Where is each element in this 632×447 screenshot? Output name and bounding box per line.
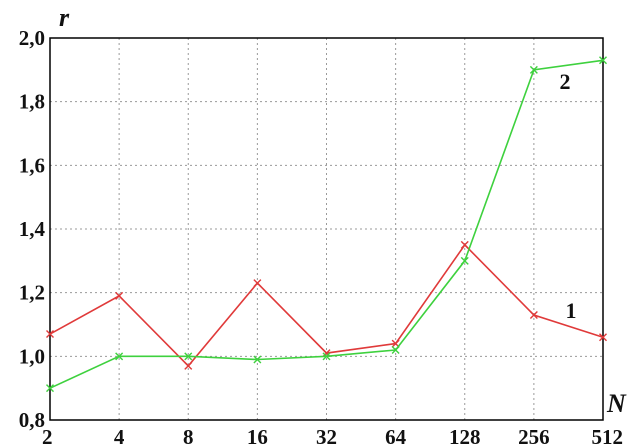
data-point-marker [46,330,54,339]
data-point-marker [115,291,124,300]
data-point-marker [529,310,538,319]
marker-stroke [253,279,262,288]
x-tick-label: 256 [518,425,550,447]
x-tick-label: 16 [247,425,268,447]
data-point-marker [460,240,469,249]
marker-stroke [322,349,331,358]
marker-stroke [599,56,607,65]
x-tick-label: 8 [183,425,194,447]
marker-stroke [253,355,262,364]
y-tick-label: 0,8 [19,408,45,432]
marker-stroke [184,352,193,361]
marker-stroke [529,65,538,74]
data-point-marker [253,279,262,288]
data-point-marker [529,65,538,74]
marker-stroke [599,333,607,342]
series-group: 12 [46,56,607,393]
y-tick-labels: 0,8 1,0 1,2 1,4 1,6 1,8 2,0 [19,26,46,432]
y-tick-label: 1,2 [19,281,45,305]
x-tick-label: 32 [316,425,337,447]
marker-stroke [460,256,469,265]
y-tick-label: 1,4 [19,217,46,241]
x-tick-label: 64 [385,425,407,447]
marker-stroke [391,339,400,348]
marker-stroke [46,384,54,393]
data-point-marker [599,56,607,65]
marker-stroke [322,352,331,361]
x-tick-label: 128 [449,425,481,447]
data-point-marker [184,361,193,370]
marker-stroke [460,240,469,249]
series-label-2: 2 [560,69,571,94]
x-axis-label: N [606,389,627,418]
x-tick-labels: 2 4 8 16 32 64 128 256 512 [42,425,623,447]
y-tick-label: 1,8 [19,90,45,114]
marker-stroke [115,291,124,300]
marker-stroke [46,330,54,339]
data-point-marker [184,352,193,361]
y-tick-label: 1,0 [19,344,45,368]
y-axis-label: r [59,3,70,32]
y-tick-label: 2,0 [19,26,45,50]
data-point-marker [46,384,54,393]
series-label-1: 1 [566,298,577,323]
marker-stroke [184,361,193,370]
y-tick-label: 1,6 [19,153,45,177]
grid-lines [50,38,603,420]
data-point-marker [391,345,400,354]
x-tick-label: 4 [114,425,125,447]
x-tick-label: 2 [42,425,53,447]
data-point-marker [115,352,124,361]
plot-frame [49,37,604,421]
data-point-marker [253,355,262,364]
marker-stroke [391,345,400,354]
data-point-marker [322,352,331,361]
data-point-marker [599,333,607,342]
data-point-marker [460,256,469,265]
marker-stroke [529,310,538,319]
x-tick-label: 512 [592,425,624,447]
marker-stroke [115,352,124,361]
